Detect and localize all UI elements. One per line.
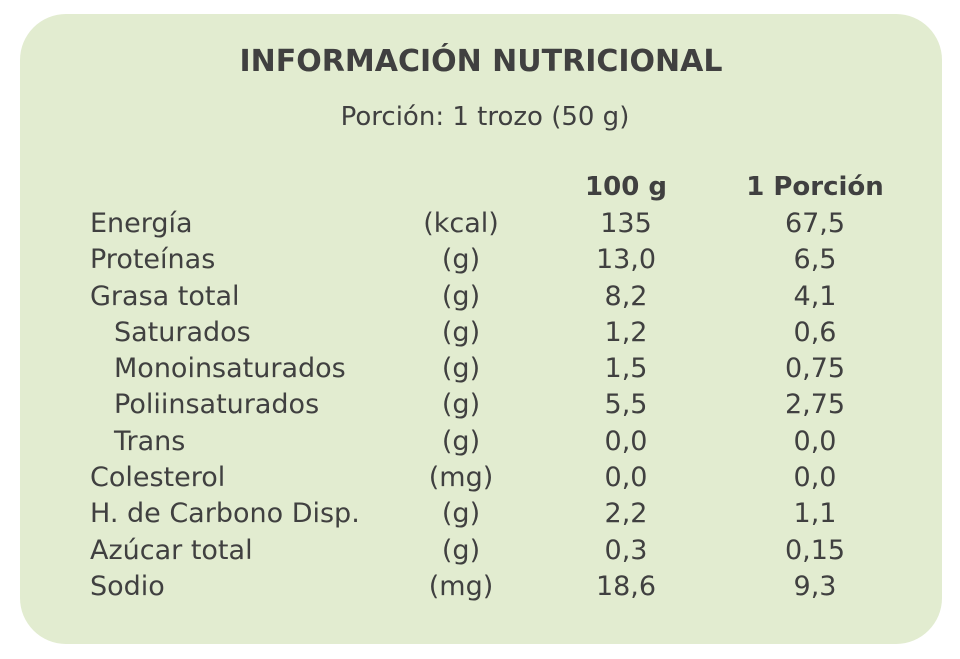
nutrient-value-100g: 1,5 xyxy=(604,353,648,385)
nutrient-row: Saturados (g) 1,2 0,6 xyxy=(0,315,960,351)
nutrient-unit: (g) xyxy=(441,534,481,566)
nutrient-value-serving: 0,75 xyxy=(784,353,846,385)
nutrient-value-serving: 1,1 xyxy=(793,498,837,530)
nutrient-value-serving: 0,6 xyxy=(793,316,837,348)
column-header-100g: 100 g xyxy=(585,172,667,202)
nutrient-name: H. de Carbono Disp. xyxy=(90,498,360,530)
nutrient-value-serving: 67,5 xyxy=(784,208,846,239)
nutrient-name: Trans xyxy=(114,425,186,457)
nutrient-value-serving: 4,1 xyxy=(793,280,837,312)
nutrient-name: Poliinsaturados xyxy=(114,389,320,421)
nutrient-unit: (g) xyxy=(441,498,481,530)
nutrient-unit: (g) xyxy=(441,425,481,457)
nutrient-row: Energía (kcal) 135 67,5 xyxy=(0,206,960,242)
nutrient-unit: (g) xyxy=(441,389,481,421)
nutrient-name: Colesterol xyxy=(90,462,226,494)
nutrient-row: Trans (g) 0,0 0,0 xyxy=(0,424,960,460)
nutrient-value-serving: 6,5 xyxy=(793,244,837,276)
nutrient-row: Colesterol (mg) 0,0 0,0 xyxy=(0,460,960,496)
nutrient-unit: (kcal) xyxy=(423,208,499,239)
nutrient-value-serving: 0,15 xyxy=(784,534,846,566)
nutrient-row: Grasa total (g) 8,2 4,1 xyxy=(0,279,960,315)
nutrient-unit: (mg) xyxy=(428,570,494,602)
nutrition-title: INFORMACIÓN NUTRICIONAL xyxy=(239,44,723,79)
nutrient-value-100g: 0,0 xyxy=(604,425,648,457)
nutrient-value-100g: 135 xyxy=(600,208,652,239)
nutrient-row: Monoinsaturados (g) 1,5 0,75 xyxy=(0,351,960,387)
nutrient-value-100g: 13,0 xyxy=(595,244,657,276)
nutrient-unit: (g) xyxy=(441,244,481,276)
nutrition-facts-panel xyxy=(20,14,942,644)
nutrient-row: H. de Carbono Disp. (g) 2,2 1,1 xyxy=(0,496,960,532)
nutrient-unit: (g) xyxy=(441,316,481,348)
nutrient-row: Azúcar total (g) 0,3 0,15 xyxy=(0,533,960,569)
nutrient-unit: (mg) xyxy=(428,462,494,494)
nutrient-unit: (g) xyxy=(441,353,481,385)
nutrient-value-100g: 2,2 xyxy=(604,498,648,530)
nutrient-row: Proteínas (g) 13,0 6,5 xyxy=(0,242,960,278)
column-header-serving: 1 Porción xyxy=(746,172,884,202)
nutrient-name: Energía xyxy=(90,208,193,239)
nutrient-name: Monoinsaturados xyxy=(114,353,346,385)
nutrient-row: Sodio (mg) 18,6 9,3 xyxy=(0,569,960,605)
nutrient-value-serving: 9,3 xyxy=(793,570,837,602)
nutrient-name: Grasa total xyxy=(90,280,240,312)
nutrient-row: Poliinsaturados (g) 5,5 2,75 xyxy=(0,387,960,423)
nutrient-value-100g: 0,3 xyxy=(604,534,648,566)
nutrition-table: Energía (kcal) 135 67,5 Proteínas (g) 13,0 6,5 G… xyxy=(0,206,960,605)
nutrient-name: Azúcar total xyxy=(90,534,253,566)
nutrient-value-serving: 0,0 xyxy=(793,462,837,494)
nutrient-value-serving: 0,0 xyxy=(793,425,837,457)
nutrient-value-100g: 18,6 xyxy=(595,570,657,602)
nutrient-name: Saturados xyxy=(114,316,251,348)
nutrient-name: Proteínas xyxy=(90,244,216,276)
serving-size: Porción: 1 trozo (50 g) xyxy=(340,102,630,132)
nutrient-value-serving: 2,75 xyxy=(784,389,846,421)
nutrient-value-100g: 5,5 xyxy=(604,389,648,421)
nutrient-value-100g: 8,2 xyxy=(604,280,648,312)
nutrient-name: Sodio xyxy=(90,570,165,602)
nutrient-unit: (g) xyxy=(441,280,481,312)
nutrient-value-100g: 1,2 xyxy=(604,316,648,348)
nutrient-value-100g: 0,0 xyxy=(604,462,648,494)
